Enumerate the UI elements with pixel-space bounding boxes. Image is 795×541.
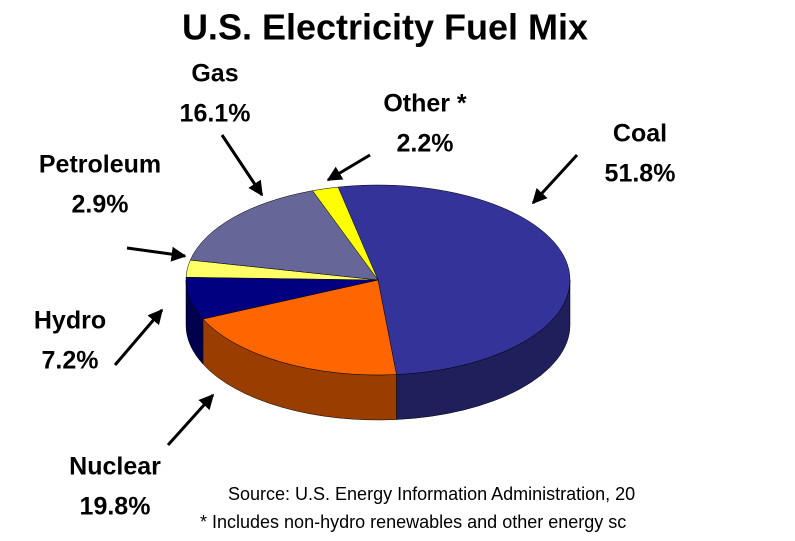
pointer-arrow	[220, 134, 264, 197]
slice-label: Nuclear	[69, 453, 161, 481]
slice-value-label: 51.8%	[605, 160, 676, 188]
pointer-arrow	[126, 246, 187, 262]
slice-label: Petroleum	[39, 151, 161, 179]
pie-slice	[337, 184, 571, 375]
slice-label: Hydro	[34, 307, 106, 335]
pointer-arrow	[166, 393, 215, 447]
slice-value-label: 2.9%	[72, 191, 129, 219]
pointer-arrow	[326, 153, 371, 182]
footnote: * Includes non-hydro renewables and othe…	[200, 512, 626, 532]
pointer-arrow	[113, 308, 164, 366]
pie-slice	[189, 190, 379, 281]
slice-value-label: 2.2%	[397, 130, 454, 158]
slice-label: Gas	[191, 60, 238, 88]
slice-label: Coal	[613, 120, 667, 148]
chart-title: U.S. Electricity Fuel Mix	[182, 7, 588, 48]
source-note: Source: U.S. Energy Information Administ…	[228, 484, 635, 504]
pointer-arrow	[531, 153, 579, 205]
slice-value-label: 16.1%	[180, 100, 251, 128]
slice-value-label: 19.8%	[80, 493, 151, 521]
pie-slice	[312, 186, 379, 281]
pie-slice	[202, 279, 397, 376]
slice-label: Other *	[383, 90, 467, 118]
slice-value-label: 7.2%	[42, 347, 99, 375]
